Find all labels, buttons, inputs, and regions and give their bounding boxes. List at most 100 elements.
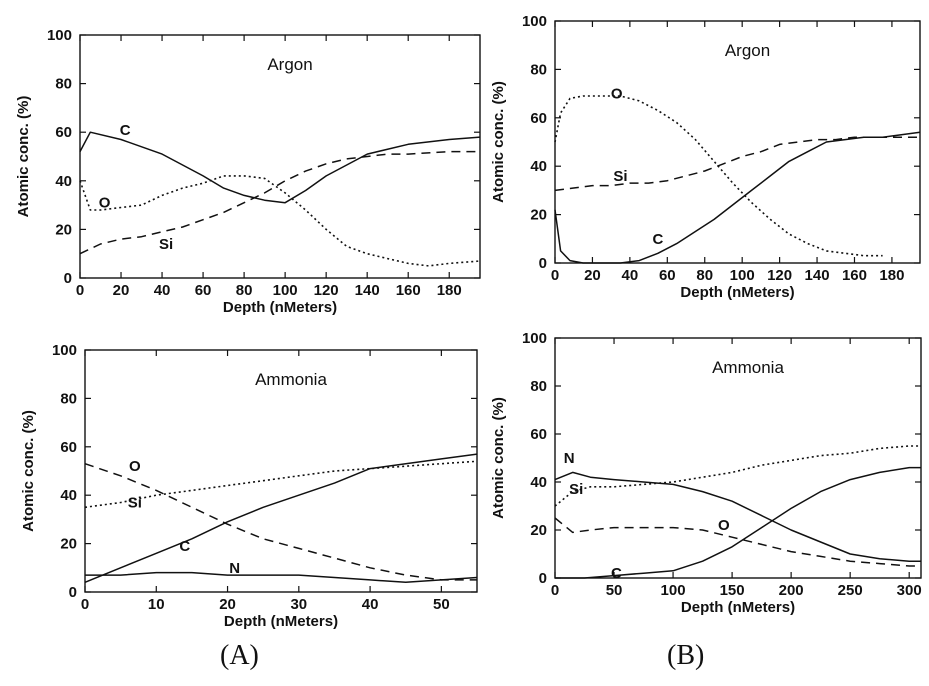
x-tick-label: 50 [433, 596, 450, 613]
x-axis-label: Depth (nMeters) [224, 613, 338, 630]
x-axis-label: Depth (nMeters) [680, 284, 794, 301]
chart-title: Ammonia [255, 370, 327, 389]
y-tick-label: 100 [522, 330, 547, 347]
x-tick-label: 0 [551, 267, 559, 284]
y-axis-label: Atomic conc. (%) [20, 410, 37, 532]
chart-panel-2: 0 20 40 60 80 100 120 140 160 180020406080100Dept… [490, 13, 921, 301]
x-tick-label: 0 [81, 596, 89, 613]
series-line-c [79, 131, 481, 204]
x-tick-label: 30 [290, 596, 307, 613]
series-label-si: Si [613, 168, 627, 185]
x-tick-label: 0 [551, 582, 559, 599]
y-tick-label: 60 [60, 439, 77, 456]
x-tick-label: 160 [842, 267, 867, 284]
x-tick-label: 40 [622, 267, 639, 284]
series-label-c: C [179, 538, 190, 555]
x-tick-label: 200 [779, 582, 804, 599]
x-axis-label: Depth (nMeters) [681, 599, 795, 616]
series-line-o [554, 95, 883, 257]
x-tick-label: 60 [195, 282, 212, 299]
series-label-si: Si [569, 481, 583, 498]
y-tick-label: 40 [530, 474, 547, 491]
plot-frame [79, 34, 481, 279]
y-tick-label: 0 [69, 584, 77, 601]
y-axis-label: Atomic conc. (%) [15, 96, 32, 218]
chart-title: Ammonia [712, 358, 784, 377]
y-tick-label: 80 [530, 61, 547, 78]
y-tick-label: 40 [530, 158, 547, 175]
x-tick-label: 180 [879, 267, 904, 284]
y-tick-label: 80 [55, 76, 72, 93]
series-line-n [85, 571, 478, 584]
series-line-n [554, 471, 921, 562]
series-label-o: O [129, 458, 141, 475]
x-tick-label: 40 [362, 596, 379, 613]
chart-panel-1: 0 20 40 60 80 100 120 140 160 180020406080100Dept… [15, 27, 481, 316]
chart-title: Argon [725, 41, 770, 60]
y-tick-label: 100 [522, 13, 547, 30]
series-line-si [79, 150, 480, 255]
series-line-si [84, 460, 478, 509]
x-tick-label: 50 [606, 582, 623, 599]
series-label-o: O [99, 195, 111, 212]
series-line-o [554, 517, 921, 567]
y-tick-label: 100 [47, 27, 72, 44]
x-tick-label: 150 [720, 582, 745, 599]
y-tick-label: 100 [52, 342, 77, 359]
x-tick-label: 250 [838, 582, 863, 599]
y-tick-label: 60 [530, 426, 547, 443]
y-tick-label: 20 [55, 221, 72, 238]
series-label-c: C [611, 565, 622, 582]
x-tick-label: 140 [805, 267, 830, 284]
y-tick-label: 80 [60, 390, 77, 407]
series-line-c [554, 131, 921, 264]
series-label-si: Si [128, 494, 142, 511]
x-tick-label: 100 [730, 267, 755, 284]
x-tick-label: 140 [355, 282, 380, 299]
series-label-c: C [653, 231, 664, 248]
x-tick-label: 120 [767, 267, 792, 284]
x-tick-label: 10 [148, 596, 165, 613]
series-label-o: O [718, 517, 730, 534]
y-tick-label: 40 [55, 173, 72, 190]
chart-title: Argon [267, 55, 312, 74]
x-tick-label: 80 [696, 267, 713, 284]
x-tick-label: 40 [154, 282, 171, 299]
series-line-c [84, 453, 478, 583]
x-tick-label: 20 [113, 282, 130, 299]
x-tick-label: 80 [236, 282, 253, 299]
x-tick-label: 0 [76, 282, 84, 299]
x-tick-label: 20 [219, 596, 236, 613]
x-tick-label: 60 [659, 267, 676, 284]
x-tick-label: 180 [437, 282, 462, 299]
y-tick-label: 80 [530, 378, 547, 395]
y-tick-label: 0 [539, 570, 547, 587]
series-label-si: Si [159, 236, 173, 253]
series-label-n: N [229, 560, 240, 577]
plot-frame [84, 349, 478, 593]
y-tick-label: 0 [64, 270, 72, 287]
y-tick-label: 20 [530, 207, 547, 224]
y-tick-label: 40 [60, 487, 77, 504]
x-tick-label: 100 [273, 282, 298, 299]
y-axis-label: Atomic conc. (%) [490, 81, 507, 203]
plot-frame [554, 337, 922, 579]
x-tick-label: 20 [584, 267, 601, 284]
series-label-n: N [564, 450, 575, 467]
y-tick-label: 0 [539, 255, 547, 272]
series-line-o [79, 175, 481, 267]
series-line-o [84, 462, 477, 581]
series-line-c [555, 466, 921, 579]
x-axis-label: Depth (nMeters) [223, 299, 337, 316]
x-tick-label: 160 [396, 282, 421, 299]
panel-caption-a: (A) [220, 640, 259, 671]
series-label-o: O [611, 86, 623, 103]
x-tick-label: 300 [897, 582, 922, 599]
y-tick-label: 60 [55, 124, 72, 141]
x-tick-label: 120 [314, 282, 339, 299]
chart-panel-3: 0 10 20 30 40 50 0 20 40 60 80 100 Depth (nMeters) At… [20, 342, 478, 630]
series-line-si [554, 136, 920, 192]
panel-caption-b: (B) [667, 640, 705, 671]
